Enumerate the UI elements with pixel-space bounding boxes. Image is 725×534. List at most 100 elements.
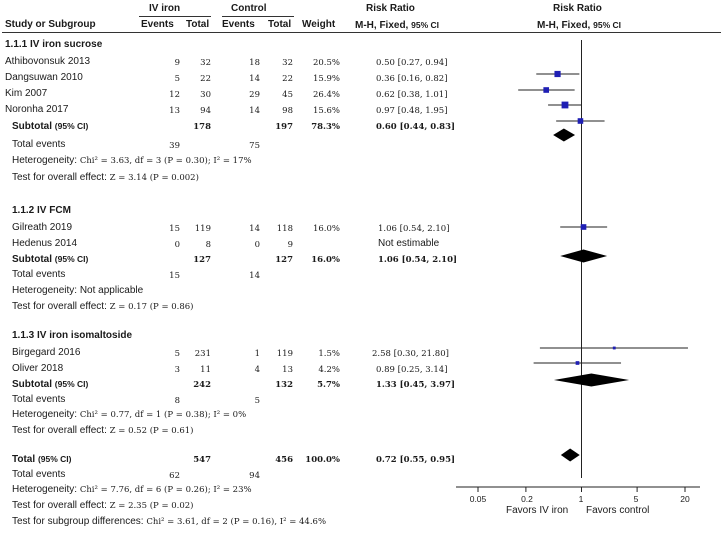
heterogeneity-line: Heterogeneity: Chi² = 0.77, df = 1 (P = … [12, 409, 247, 420]
total-1: 94 [200, 106, 211, 116]
total-events-2: 75 [249, 141, 260, 151]
subgroup-2-title: 1.1.2 IV FCM [12, 205, 71, 216]
subgroup-1-title: 1.1.1 IV iron sucrose [5, 39, 103, 50]
rr-ci: 1.06 [0.54, 2.10] [378, 224, 450, 234]
overall-n2: 456 [275, 455, 293, 465]
subtotal-n1: 242 [193, 380, 211, 390]
tick-label: 0.05 [469, 494, 487, 504]
rr-ci: 0.36 [0.16, 0.82] [376, 74, 448, 84]
events-2: 0 [254, 240, 260, 250]
events-1: 15 [169, 224, 180, 234]
overall-weight: 100.0% [305, 455, 340, 465]
header-group2: Control [231, 3, 267, 14]
pooled-diamond [553, 128, 576, 142]
pooled-diamond [560, 249, 608, 263]
header-method: M-H, Fixed, 95% CI [355, 20, 439, 31]
tick-label: 20 [680, 494, 690, 504]
subtotal-weight: 5.7% [317, 380, 340, 390]
events-1: 0 [174, 240, 180, 250]
subgroup-3-title: 1.1.3 IV iron isomaltoside [12, 330, 133, 341]
study-name: Dangsuwan 2010 [5, 72, 83, 83]
weight: 4.2% [318, 365, 340, 375]
weight: 26.4% [312, 90, 340, 100]
rr-ci: 0.62 [0.38, 1.01] [376, 90, 448, 100]
overall-effect-line: Test for overall effect: Z = 0.17 (P = 0… [12, 301, 194, 312]
weight: 16.0% [312, 224, 340, 234]
study-name: Oliver 2018 [12, 363, 64, 374]
study-name: Gilreath 2019 [12, 222, 73, 233]
events-1: 3 [174, 365, 180, 375]
study-name: Noronha 2017 [5, 104, 69, 115]
events-2: 14 [249, 224, 260, 234]
tick-label: 1 [578, 494, 584, 504]
weight: 15.6% [312, 106, 340, 116]
events-1: 5 [174, 74, 180, 84]
subtotal-rr: 0.60 [0.44, 0.83] [376, 122, 456, 132]
study-marker [577, 118, 584, 124]
total-events-1: 15 [169, 271, 180, 281]
header-effect-col: Risk Ratio [366, 3, 415, 14]
events-2: 18 [249, 58, 260, 68]
events-1: 13 [169, 106, 180, 116]
study-name: Athibovonsuk 2013 [5, 56, 91, 67]
overall-rr: 0.72 [0.55, 0.95] [376, 455, 456, 465]
subtotal-n2: 132 [275, 380, 293, 390]
header-plot-title: Risk Ratio [553, 3, 602, 14]
subtotal-n1: 178 [193, 122, 211, 132]
subtotal-weight: 16.0% [311, 255, 340, 265]
overall-effect-line: Test for overall effect: Z = 3.14 (P = 0… [12, 172, 199, 183]
subgroup-diff-line: Test for subgroup differences: Chi² = 3.… [12, 516, 327, 527]
total-events-2: 94 [249, 471, 260, 481]
events-1: 5 [174, 349, 180, 359]
header-weight: Weight [302, 19, 336, 30]
events-2: 4 [254, 365, 260, 375]
total-2: 118 [276, 224, 293, 234]
subtotal-weight: 78.3% [311, 122, 340, 132]
total-events-label: Total events [12, 139, 66, 150]
tick-label: 0.2 [521, 494, 533, 504]
header-study: Study or Subgroup [5, 19, 96, 30]
total-1: 119 [194, 224, 211, 234]
total-events-label: Total events [12, 469, 66, 480]
study-name: Hedenus 2014 [12, 238, 78, 249]
heterogeneity-line: Heterogeneity: Chi² = 3.63, df = 3 (P = … [12, 155, 252, 166]
total-2: 45 [282, 90, 293, 100]
weight: 20.5% [312, 58, 340, 68]
total-events-1: 39 [169, 141, 180, 151]
total-events-1: 8 [174, 396, 180, 406]
events-2: 14 [249, 106, 260, 116]
overall-label: Total (95% CI) [12, 454, 72, 465]
total-2: 9 [287, 240, 293, 250]
rr-ci: 2.58 [0.30, 21.80] [372, 349, 449, 359]
header-total-2: Total [268, 19, 292, 30]
total-2: 32 [282, 58, 293, 68]
total-1: 32 [200, 58, 211, 68]
rr-ci: 0.50 [0.27, 0.94] [376, 58, 448, 68]
header-total-1: Total [186, 19, 210, 30]
weight: 1.5% [318, 349, 340, 359]
rr-ci: 0.89 [0.25, 3.14] [376, 365, 448, 375]
weight: 15.9% [312, 74, 340, 84]
events-2: 29 [249, 90, 260, 100]
overall-effect-line: Test for overall effect: Z = 2.35 (P = 0… [12, 500, 194, 511]
study-name: Birgegard 2016 [12, 347, 81, 358]
total-1: 8 [205, 240, 211, 250]
header-plot-method: M-H, Fixed, 95% CI [537, 20, 621, 31]
total-2: 98 [282, 106, 293, 116]
study-marker [543, 87, 550, 93]
tick-label: 5 [633, 494, 639, 504]
subtotal-n1: 127 [193, 255, 211, 265]
header-events-1: Events [141, 19, 174, 30]
header-group1: IV iron [149, 3, 181, 14]
total-1: 30 [200, 90, 211, 100]
subtotal-label: Subtotal (95% CI) [12, 121, 89, 132]
subtotal-rr: 1.06 [0.54, 2.10] [378, 255, 458, 265]
subtotal-label: Subtotal (95% CI) [12, 254, 89, 265]
total-2: 119 [276, 349, 293, 359]
favors-left-label: Favors IV iron [506, 505, 569, 516]
study-marker [561, 101, 569, 109]
group1-underline [139, 16, 211, 17]
events-2: 14 [249, 74, 260, 84]
total-events-label: Total events [12, 394, 66, 405]
